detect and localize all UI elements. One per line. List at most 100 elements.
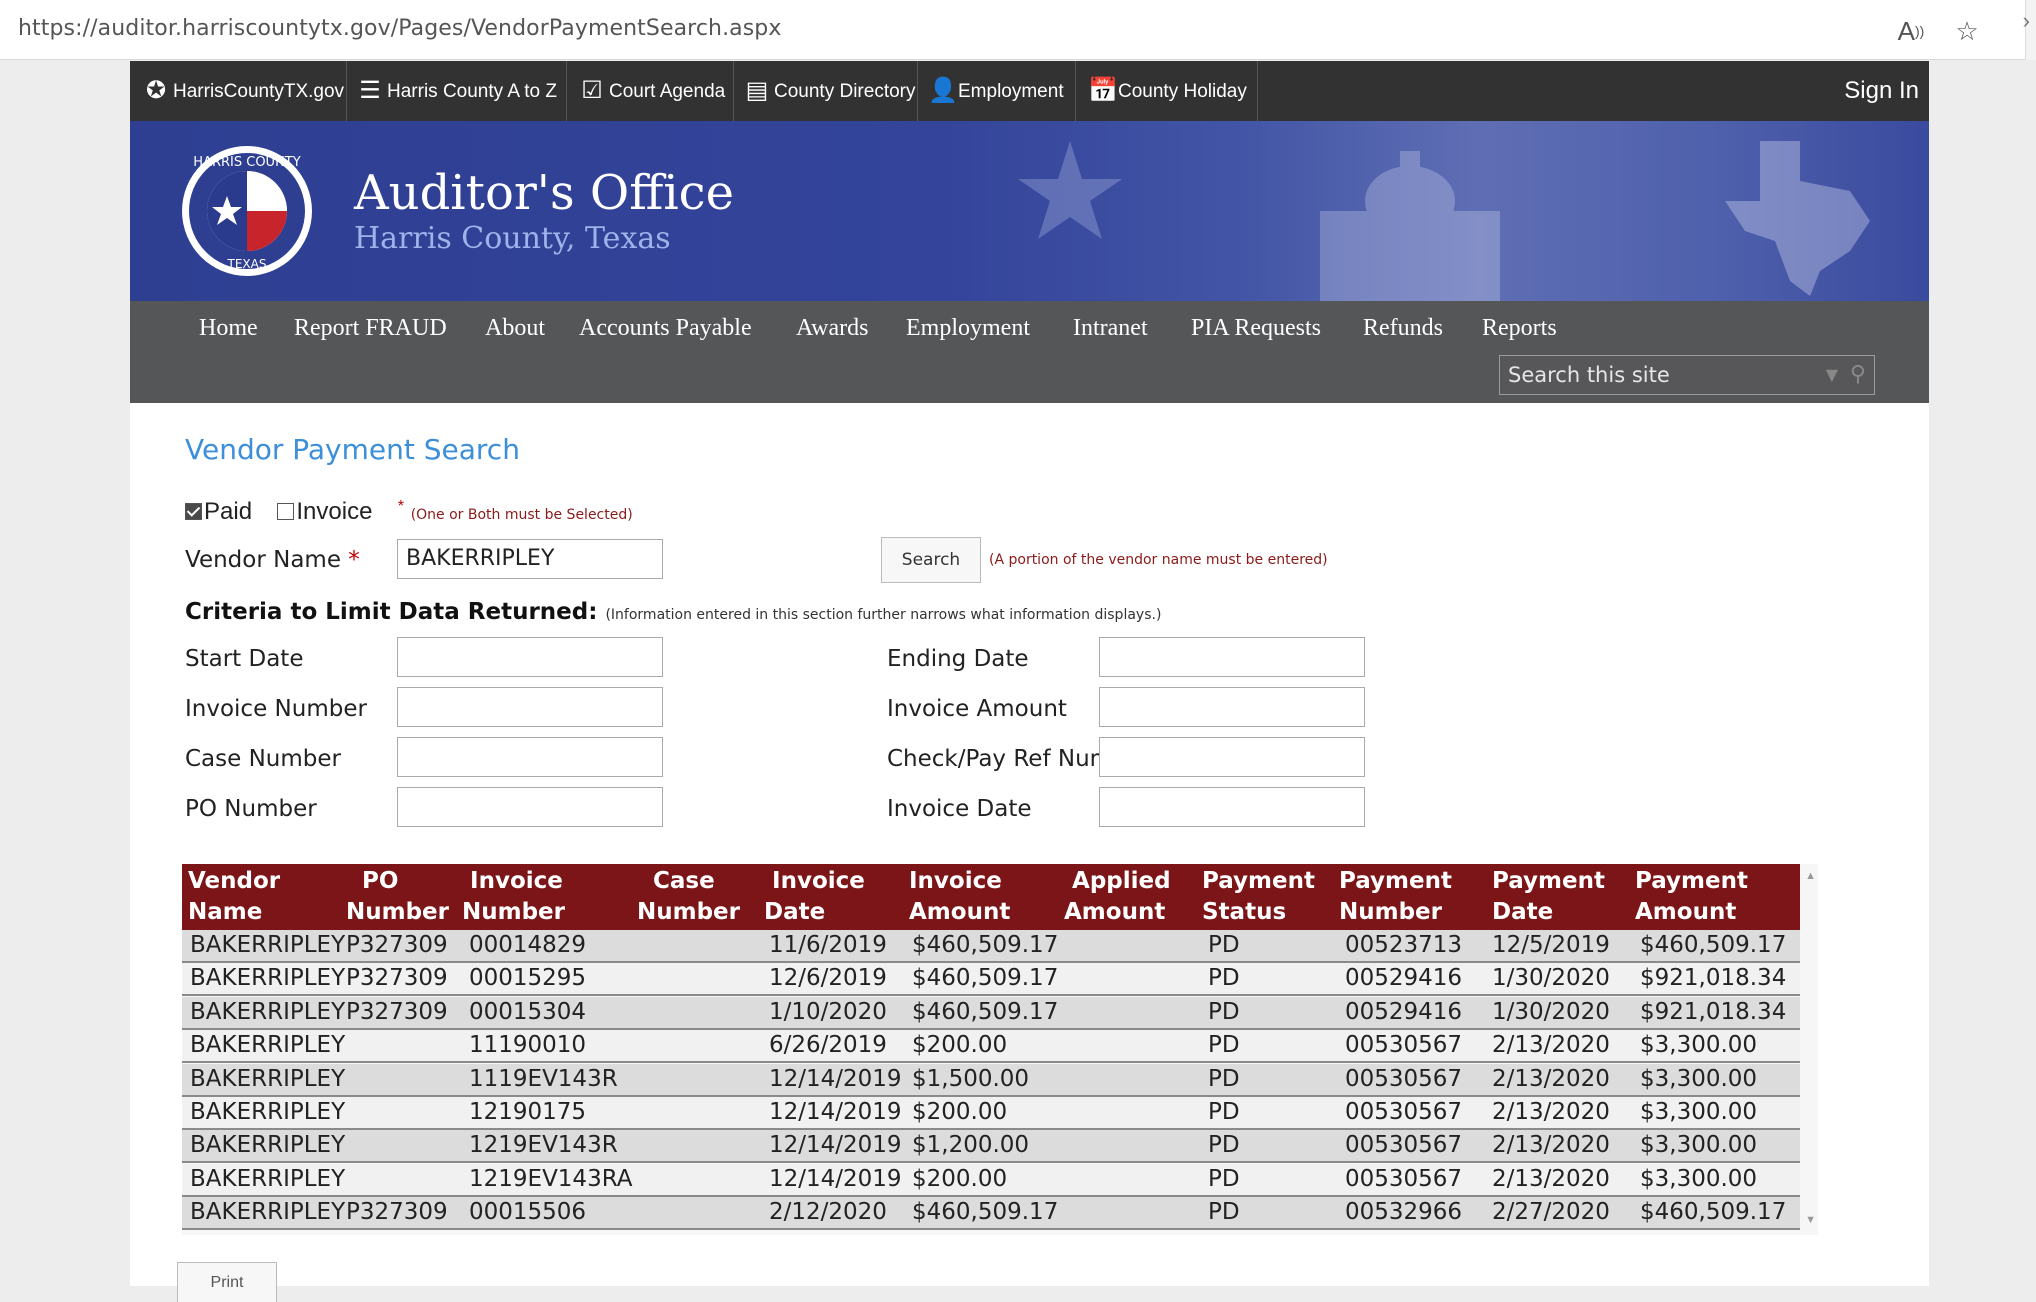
- header-line: Number: [462, 899, 565, 925]
- invoice-date-input[interactable]: [1099, 787, 1365, 827]
- site-search-input[interactable]: Search this site ▼ ⚲: [1499, 355, 1875, 395]
- cell-invoice-amount: $460,509.17: [912, 1199, 1059, 1226]
- column-header-invoice-number[interactable]: Invoice Number: [462, 866, 565, 928]
- header-line: Amount: [909, 899, 1011, 925]
- nav-reports[interactable]: Reports: [1482, 315, 1557, 341]
- search-button[interactable]: Search: [881, 537, 981, 583]
- print-button[interactable]: Print: [177, 1262, 277, 1302]
- vendor-name-label-text: Vendor Name: [185, 547, 341, 573]
- clipboard-check-icon: ☑: [581, 77, 603, 104]
- site-subtitle: Harris County, Texas: [354, 221, 671, 256]
- cell-vendor-name: BAKERRIPLEY: [190, 932, 346, 958]
- texas-map-icon: [1725, 141, 1870, 296]
- column-header-po-number[interactable]: PO Number: [346, 866, 449, 928]
- table-row[interactable]: BAKERRIPLEY 1219EV143RA 12/14/2019 $200.00 P…: [182, 1163, 1800, 1197]
- table-row[interactable]: BAKERRIPLEY 11190010 6/26/2019 $200.00 PD 005…: [182, 1030, 1800, 1064]
- cell-invoice-amount: $1,500.00: [912, 1065, 1030, 1092]
- column-header-payment-date[interactable]: Payment Date: [1492, 866, 1605, 928]
- sign-in-link[interactable]: Sign In: [1844, 77, 1919, 104]
- calendar-icon: 📅: [1088, 77, 1118, 104]
- results-table[interactable]: Vendor Name PO Number Invoice Number Case Nu…: [182, 864, 1818, 1235]
- cell-payment-date: 2/13/2020: [1492, 1032, 1610, 1059]
- search-scope-dropdown-icon[interactable]: ▼: [1825, 365, 1838, 384]
- header-line: Number: [1339, 899, 1442, 925]
- column-header-payment-number[interactable]: Payment Number: [1339, 866, 1452, 928]
- cell-payment-status: PD: [1208, 998, 1240, 1025]
- cell-payment-date: 12/5/2019: [1492, 932, 1610, 958]
- nav-home[interactable]: Home: [199, 315, 258, 341]
- column-header-invoice-date[interactable]: Invoice Date: [764, 866, 865, 928]
- topbar-link-county-holiday[interactable]: 📅County Holiday: [1076, 61, 1258, 121]
- topbar-link-harriscountytx[interactable]: ✪ HarrisCountyTX.gov: [130, 61, 347, 121]
- favorite-add-icon[interactable]: ☆: [1955, 16, 1979, 46]
- paid-checkbox[interactable]: [185, 503, 202, 520]
- search-icon[interactable]: ⚲: [1849, 362, 1866, 387]
- nav-awards[interactable]: Awards: [796, 315, 869, 341]
- nav-intranet[interactable]: Intranet: [1073, 315, 1148, 341]
- case-number-input[interactable]: [397, 737, 663, 777]
- nav-pia-requests[interactable]: PIA Requests: [1191, 315, 1322, 341]
- paid-label[interactable]: Paid: [204, 498, 253, 525]
- invoice-number-input[interactable]: [397, 687, 663, 727]
- check-pay-ref-input[interactable]: [1099, 737, 1365, 777]
- vendor-name-label: Vendor Name *: [185, 547, 360, 573]
- site-title[interactable]: Auditor's Office: [354, 165, 734, 221]
- table-row[interactable]: BAKERRIPLEY P327309 00015295 12/6/2019 $460,…: [182, 963, 1800, 997]
- topbar-link-county-directory[interactable]: ▤ County Directory: [734, 61, 918, 121]
- cell-invoice-date: 12/14/2019: [769, 1165, 902, 1192]
- criteria-heading: Criteria to Limit Data Returned: (Inform…: [185, 599, 1161, 625]
- cell-invoice-amount: $1,200.00: [912, 1132, 1030, 1159]
- cell-invoice-date: 11/6/2019: [769, 932, 887, 958]
- topbar-link-a-to-z[interactable]: ☰ Harris County A to Z: [347, 61, 567, 121]
- invoice-amount-input[interactable]: [1099, 687, 1365, 727]
- ending-date-input[interactable]: [1099, 637, 1365, 677]
- browser-address-bar[interactable]: https://auditor.harriscountytx.gov/Pages…: [0, 0, 2036, 60]
- topbar-label: County Holiday: [1118, 81, 1247, 102]
- vendor-name-input[interactable]: BAKERRIPLEY: [397, 539, 663, 579]
- table-row[interactable]: BAKERRIPLEY P327309 00014829 11/6/2019 $460,…: [182, 930, 1800, 963]
- column-header-payment-amount[interactable]: Payment Amount: [1635, 866, 1748, 928]
- column-header-case-number[interactable]: Case Number: [637, 866, 740, 928]
- table-row[interactable]: BAKERRIPLEY 12190175 12/14/2019 $200.00 PD 00…: [182, 1097, 1800, 1130]
- scroll-down-arrow-icon[interactable]: ▼: [1805, 1214, 1816, 1226]
- cell-vendor-name: BAKERRIPLEY: [190, 1065, 346, 1092]
- main-navigation: Home Report FRAUD About Accounts Payable…: [130, 301, 1929, 403]
- column-header-applied-amount[interactable]: Applied Amount: [1064, 866, 1171, 928]
- cell-invoice-date: 12/6/2019: [769, 965, 887, 992]
- topbar-link-employment[interactable]: 👤Employment: [918, 61, 1076, 121]
- search-note: (A portion of the vendor name must be en…: [989, 552, 1328, 568]
- invoice-number-label: Invoice Number: [185, 696, 367, 722]
- invoice-checkbox[interactable]: [277, 503, 295, 520]
- nav-refunds[interactable]: Refunds: [1363, 315, 1443, 341]
- cell-payment-number: 00529416: [1345, 965, 1463, 992]
- table-row[interactable]: BAKERRIPLEY P327309 00015506 2/12/2020 $460,…: [182, 1197, 1800, 1231]
- nav-employment[interactable]: Employment: [906, 315, 1030, 341]
- person-icon: 👤: [928, 77, 958, 104]
- column-header-vendor-name[interactable]: Vendor Name: [188, 866, 280, 928]
- read-aloud-icon[interactable]: A)): [1897, 16, 1925, 46]
- column-header-payment-status[interactable]: Payment Status: [1202, 866, 1315, 928]
- nav-about[interactable]: About: [485, 315, 545, 341]
- url-text[interactable]: https://auditor.harriscountytx.gov/Pages…: [18, 16, 782, 41]
- column-header-invoice-amount[interactable]: Invoice Amount: [909, 866, 1010, 928]
- start-date-input[interactable]: [397, 637, 663, 677]
- cell-invoice-amount: $200.00: [912, 1032, 1008, 1059]
- table-row[interactable]: BAKERRIPLEY 1119EV143R 12/14/2019 $1,500.00…: [182, 1063, 1800, 1097]
- cell-vendor-name: BAKERRIPLEY: [190, 1099, 346, 1125]
- cell-payment-amount: $460,509.17: [1640, 932, 1787, 958]
- header-line: PO: [362, 868, 399, 894]
- cell-invoice-date: 6/26/2019: [769, 1032, 887, 1059]
- header-line: Case: [653, 868, 715, 894]
- required-mark: *: [397, 498, 405, 515]
- invoice-label[interactable]: Invoice: [296, 498, 373, 525]
- table-row[interactable]: BAKERRIPLEY P327309 00015304 1/10/2020 $460,…: [182, 996, 1800, 1030]
- chevron-icon[interactable]: ›: [2022, 8, 2030, 33]
- nav-report-fraud[interactable]: Report FRAUD: [294, 315, 447, 341]
- table-row[interactable]: BAKERRIPLEY 1219EV143R 12/14/2019 $1,200.00…: [182, 1130, 1800, 1164]
- scroll-up-arrow-icon[interactable]: ▲: [1805, 870, 1816, 882]
- po-number-input[interactable]: [397, 787, 663, 827]
- payment-type-options: Paid Invoice * (One or Both must be Sele…: [185, 498, 633, 526]
- nav-accounts-payable[interactable]: Accounts Payable: [579, 315, 752, 341]
- harris-county-seal-icon: HARRIS COUNTY TEXAS: [182, 146, 312, 276]
- topbar-link-court-agenda[interactable]: ☑ Court Agenda: [567, 61, 734, 121]
